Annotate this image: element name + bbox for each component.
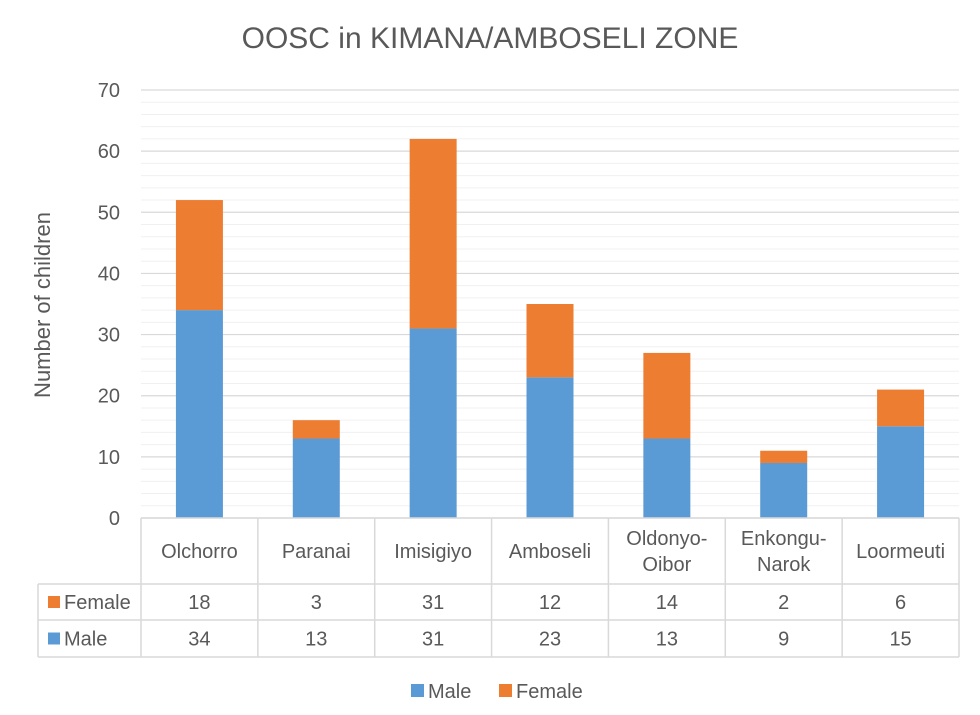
- data-label: 31: [422, 629, 444, 651]
- y-tick-label: 70: [98, 80, 120, 102]
- bar-segment-male: [526, 377, 574, 518]
- category-label: Oibor: [642, 554, 691, 576]
- y-tick-label: 0: [109, 508, 120, 530]
- data-label: 12: [539, 592, 561, 614]
- bar-segment-female: [409, 138, 457, 329]
- table-legend-key-male: [48, 632, 60, 645]
- chart-title: OOSC in KIMANA/AMBOSELI ZONE: [242, 22, 739, 55]
- legend-key-female: [499, 684, 512, 697]
- data-label: 13: [656, 629, 678, 651]
- category-label: Narok: [757, 554, 811, 576]
- data-label: 14: [656, 592, 678, 614]
- bar-segment-male: [643, 438, 691, 518]
- data-label: 13: [305, 629, 327, 651]
- category-label: Olchorro: [161, 541, 238, 563]
- bar-segment-male: [877, 426, 925, 518]
- legend-key-male: [411, 684, 424, 697]
- table-row-label: Female: [64, 592, 131, 614]
- data-label: 18: [188, 592, 210, 614]
- y-tick-label: 50: [98, 202, 120, 224]
- data-label: 9: [778, 629, 789, 651]
- bars: [175, 138, 925, 518]
- category-label: Amboseli: [509, 541, 591, 563]
- table-legend-key-female: [48, 596, 60, 608]
- y-tick-label: 60: [98, 141, 120, 163]
- bar-segment-female: [526, 304, 574, 378]
- data-label: 3: [311, 592, 322, 614]
- y-tick-labels: 0 10 20 30 40 50 60 70: [98, 80, 120, 530]
- table-row-label: Male: [64, 629, 107, 651]
- data-table: Olchorro Paranai Imisigiyo Amboseli Oldonyo-…: [37, 517, 960, 658]
- category-label: Oldonyo-: [626, 528, 707, 550]
- data-label: 2: [778, 592, 789, 614]
- category-label: Enkongu-: [741, 528, 827, 550]
- bar-segment-male: [292, 438, 340, 518]
- data-label: 31: [422, 592, 444, 614]
- category-label: Loormeuti: [856, 541, 945, 563]
- legend-label: Male: [428, 681, 471, 703]
- y-tick-label: 40: [98, 263, 120, 285]
- category-label: Imisigiyo: [394, 541, 472, 563]
- data-label: 6: [895, 592, 906, 614]
- bar-segment-female: [292, 420, 340, 439]
- y-tick-label: 20: [98, 386, 120, 408]
- legend-label: Female: [516, 681, 583, 703]
- bar-segment-female: [760, 450, 808, 463]
- y-tick-label: 10: [98, 447, 120, 469]
- bar-segment-male: [760, 462, 808, 518]
- y-tick-label: 30: [98, 325, 120, 347]
- bar-segment-female: [175, 200, 223, 311]
- bar-segment-female: [643, 352, 691, 439]
- data-label: 23: [539, 629, 561, 651]
- bar-segment-male: [175, 310, 223, 518]
- data-label: 34: [188, 629, 210, 651]
- legend: Male Female: [411, 681, 583, 703]
- bar-segment-male: [409, 328, 457, 518]
- category-label: Paranai: [282, 541, 351, 563]
- y-axis-label: Number of children: [30, 212, 55, 398]
- data-label: 15: [889, 629, 911, 651]
- bar-segment-female: [877, 389, 925, 427]
